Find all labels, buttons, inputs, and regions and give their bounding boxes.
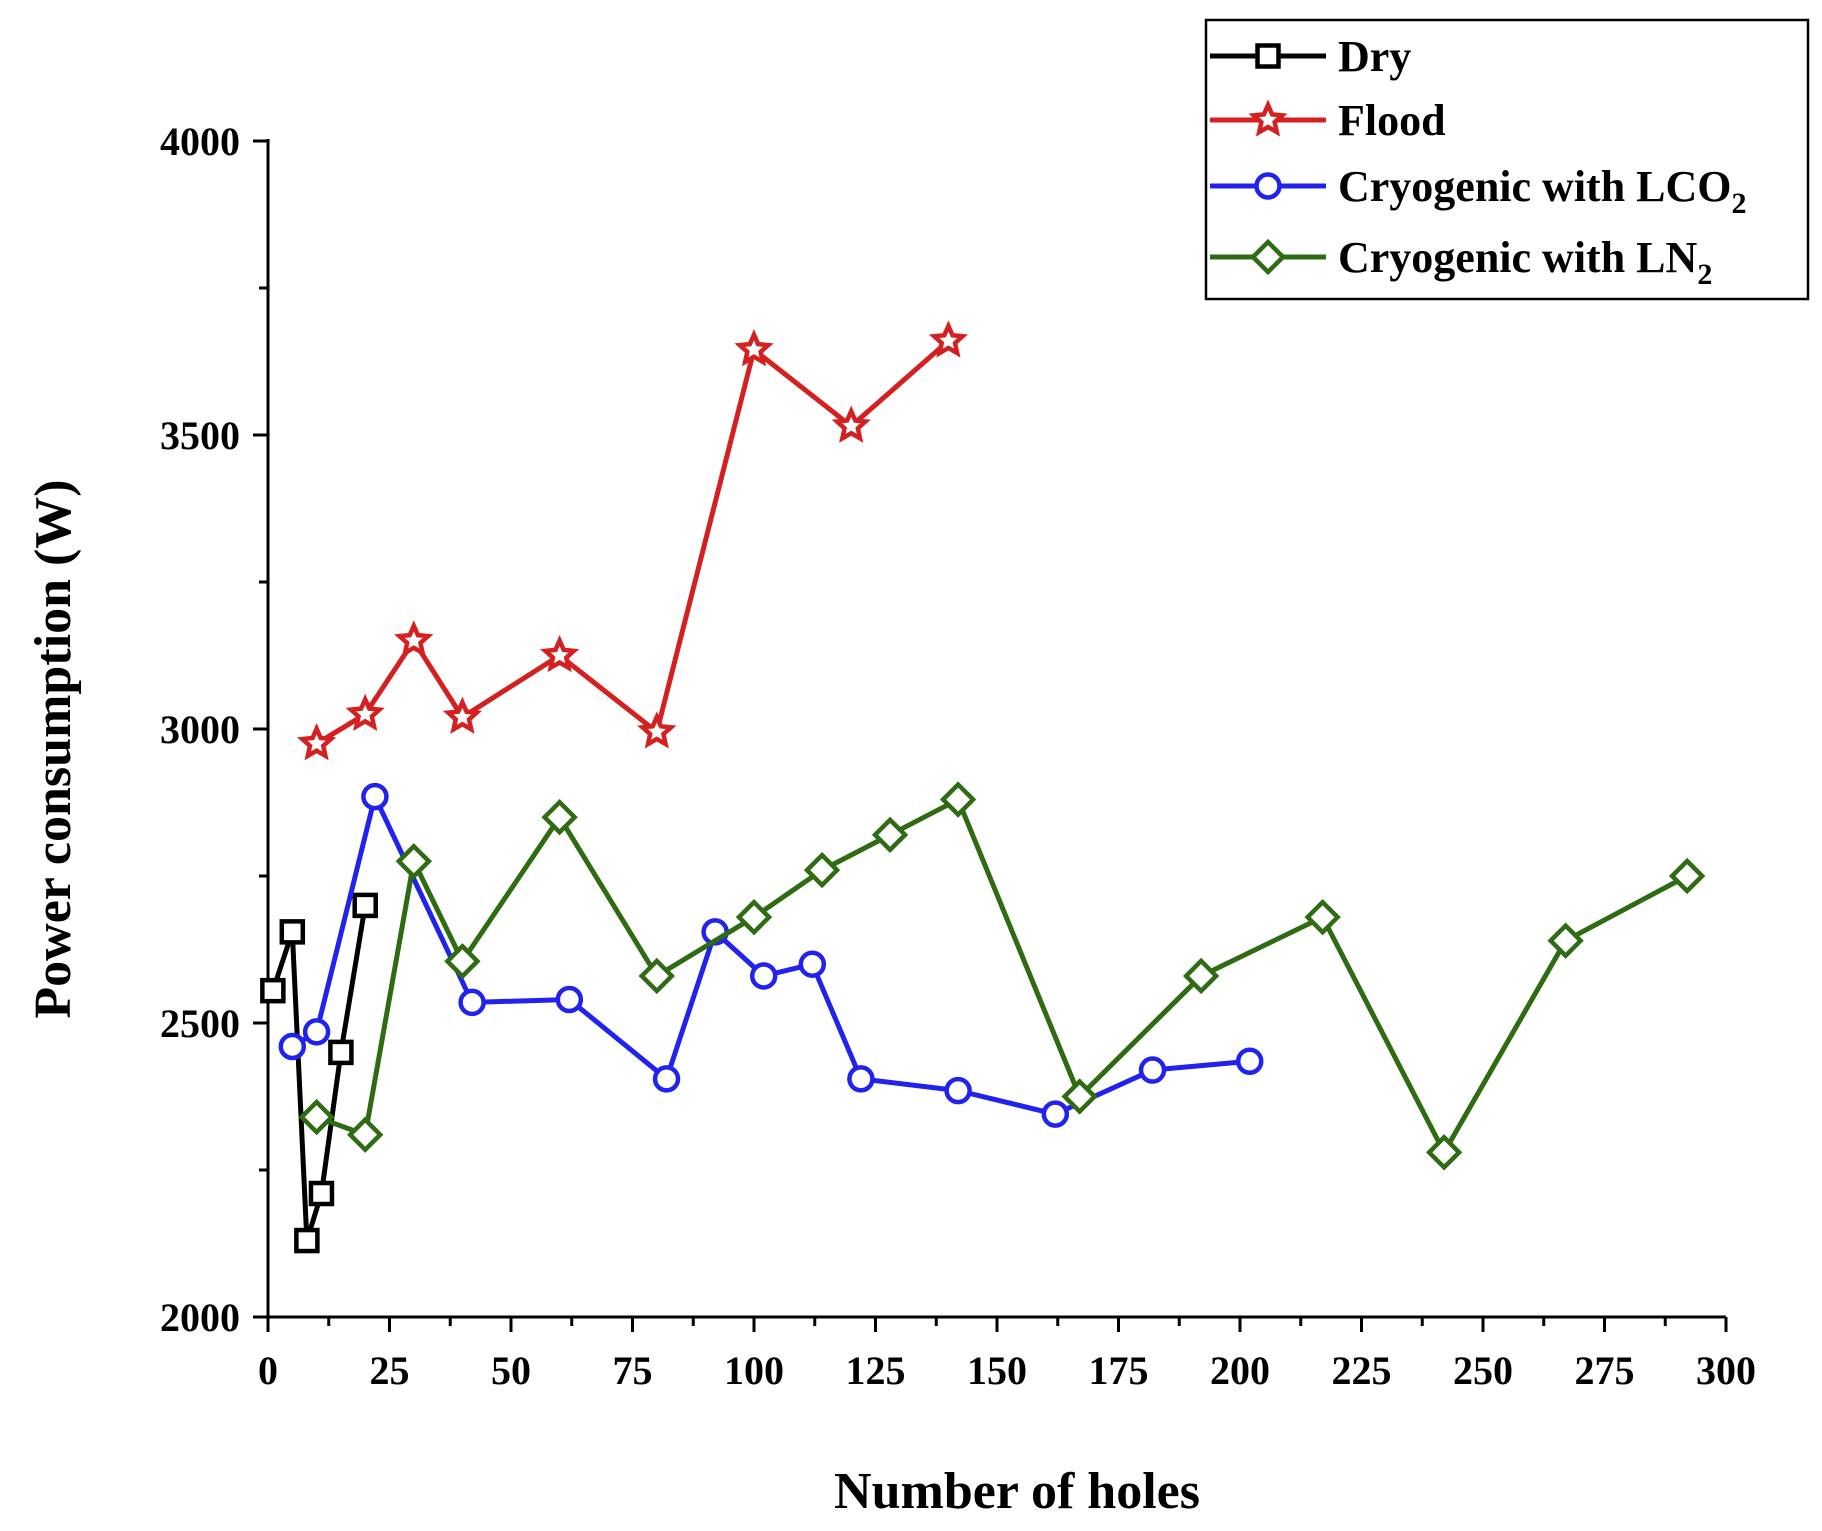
x-tick-label: 150 — [967, 1348, 1027, 1393]
x-tick-label: 25 — [370, 1348, 410, 1393]
data-point-cryogenic-with-ln2 — [1182, 957, 1220, 995]
data-point-flood — [637, 711, 677, 749]
data-point-cryogenic-with-lco2 — [652, 1065, 681, 1093]
legend-item-flood: Flood — [1210, 96, 1446, 145]
legend-swatch-marker — [1254, 172, 1282, 200]
y-tick-label: 3000 — [160, 707, 240, 752]
x-tick-label: 175 — [1089, 1348, 1149, 1393]
data-point-flood — [297, 723, 337, 761]
legend-label-subscript: 2 — [1697, 258, 1712, 291]
axes: 0 25 50 75 100 125 150 175 200 225 250 275 300 2000 25… — [160, 119, 1756, 1393]
data-point-cryogenic-with-ln2 — [939, 781, 977, 818]
data-point-flood — [442, 696, 482, 734]
data-point-cryogenic-with-lco2 — [555, 985, 584, 1014]
data-point-cryogenic-with-ln2 — [1547, 922, 1584, 959]
data-point-cryogenic-with-lco2 — [1041, 1100, 1070, 1128]
x-tick-label: 100 — [724, 1348, 784, 1393]
data-point-cryogenic-with-ln2 — [347, 1116, 384, 1153]
data-point-cryogenic-with-ln2 — [298, 1098, 335, 1136]
data-point-cryogenic-with-lco2 — [1138, 1056, 1167, 1084]
x-axis-title: Number of holes — [834, 1463, 1200, 1520]
data-point-cryogenic-with-ln2 — [1304, 898, 1341, 936]
x-tick-label: 250 — [1453, 1348, 1513, 1393]
data-point-cryogenic-with-ln2 — [735, 898, 773, 936]
data-point-flood — [540, 634, 580, 673]
legend-swatch-marker — [1249, 238, 1287, 276]
series-line-cryogenic-with-lco2 — [291, 794, 1250, 1117]
series-line-flood — [315, 339, 951, 746]
data-point-cryogenic-with-lco2 — [847, 1065, 875, 1093]
data-point-dry — [328, 1039, 354, 1066]
legend-label: Cryogenic with LCO2 — [1338, 162, 1747, 220]
legend-swatch-marker — [1248, 99, 1288, 137]
data-point-flood — [394, 620, 434, 658]
legend-label-text: Cryogenic with LN — [1338, 233, 1698, 282]
legend-label-text: Flood — [1338, 96, 1446, 145]
series-line-cryogenic-with-ln2 — [315, 797, 1689, 1155]
data-point-cryogenic-with-lco2 — [302, 1018, 331, 1046]
data-point-cryogenic-with-lco2 — [278, 1032, 307, 1061]
x-tick-label: 0 — [258, 1348, 278, 1393]
data-point-cryogenic-with-ln2 — [871, 816, 909, 854]
legend-swatch-marker — [1255, 43, 1281, 69]
series-dry — [260, 892, 378, 1254]
x-tick-label: 225 — [1332, 1348, 1392, 1393]
data-point-dry — [294, 1227, 320, 1254]
legend-item-cryogenic-with-lco2: Cryogenic with LCO2 — [1210, 162, 1747, 220]
data-point-dry — [279, 919, 306, 945]
data-point-flood — [345, 693, 385, 731]
data-point-cryogenic-with-lco2 — [749, 962, 778, 990]
x-tick-label: 50 — [491, 1348, 531, 1393]
data-point-dry — [352, 892, 378, 919]
legend-label: Dry — [1338, 32, 1411, 81]
data-point-cryogenic-with-ln2 — [444, 943, 481, 980]
data-point-cryogenic-with-ln2 — [1425, 1134, 1463, 1171]
series-group — [260, 320, 1706, 1254]
y-axis-title: Power consumption (W) — [25, 479, 82, 1018]
y-tick-label: 2500 — [160, 1001, 240, 1046]
data-point-flood — [831, 405, 871, 443]
legend-label-text: Cryogenic with LCO — [1338, 162, 1732, 211]
data-point-cryogenic-with-lco2 — [798, 950, 827, 978]
x-tick-label: 200 — [1210, 1348, 1270, 1393]
legend-item-cryogenic-with-ln2: Cryogenic with LN2 — [1210, 233, 1712, 291]
legend-box — [1204, 18, 1810, 301]
series-cryogenic-with-lco2 — [278, 782, 1264, 1128]
data-point-cryogenic-with-ln2 — [395, 843, 432, 880]
data-point-cryogenic-with-ln2 — [1668, 857, 1706, 895]
legend-item-dry: Dry — [1210, 32, 1411, 81]
data-point-dry — [260, 977, 286, 1004]
data-point-cryogenic-with-ln2 — [1061, 1078, 1098, 1115]
y-tick-label: 2000 — [160, 1295, 240, 1340]
x-tick-label: 275 — [1575, 1348, 1635, 1393]
data-point-flood — [928, 320, 968, 358]
legend-label: Flood — [1338, 96, 1446, 145]
data-point-dry — [308, 1180, 335, 1207]
x-tick-label: 300 — [1696, 1348, 1756, 1393]
data-point-cryogenic-with-lco2 — [361, 782, 389, 811]
x-tick-label: 125 — [846, 1348, 906, 1393]
series-cryogenic-with-ln2 — [298, 781, 1706, 1171]
data-point-cryogenic-with-lco2 — [458, 988, 486, 1017]
data-point-cryogenic-with-ln2 — [638, 957, 675, 995]
data-point-cryogenic-with-ln2 — [803, 851, 841, 889]
legend-label: Cryogenic with LN2 — [1338, 233, 1712, 291]
data-point-cryogenic-with-lco2 — [1235, 1047, 1264, 1075]
legend-label-text: Dry — [1338, 32, 1411, 81]
data-point-cryogenic-with-lco2 — [944, 1076, 972, 1105]
x-tick-label: 75 — [613, 1348, 653, 1393]
legend-label-subscript: 2 — [1732, 187, 1747, 220]
data-point-flood — [734, 329, 774, 367]
series-flood — [297, 320, 968, 761]
y-tick-label: 3500 — [160, 413, 240, 458]
data-point-cryogenic-with-ln2 — [541, 799, 578, 836]
y-tick-label: 4000 — [160, 119, 240, 164]
